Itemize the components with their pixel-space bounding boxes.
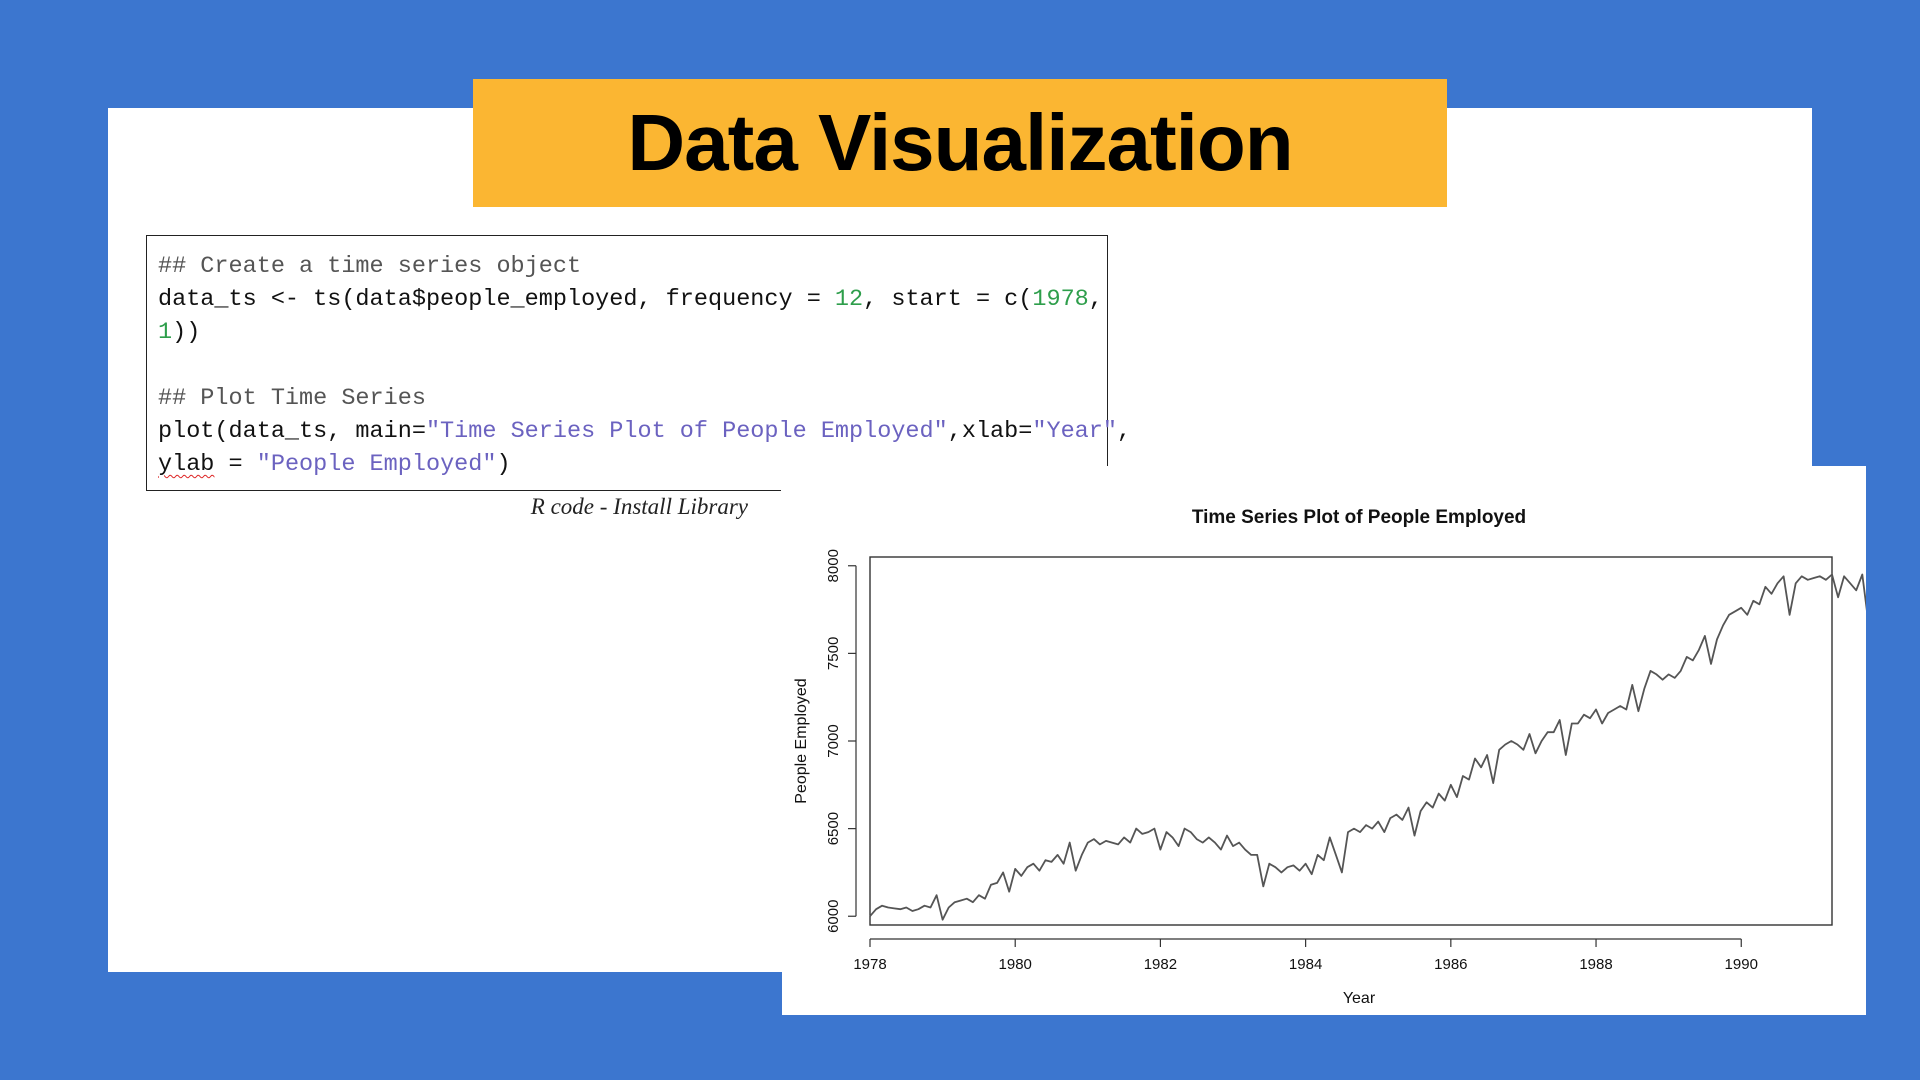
x-tick-label: 1978 (853, 956, 886, 973)
code-text: )) (172, 319, 201, 346)
y-axis: 6000 6500 7000 7500 8000 (825, 549, 857, 933)
code-number: 12 (834, 286, 864, 313)
code-text: ,xlab= (947, 418, 1033, 445)
x-tick-label: 1980 (999, 956, 1032, 973)
slide-title: Data Visualization (627, 98, 1293, 187)
y-tick-label: 6500 (825, 812, 842, 845)
code-text: ) (496, 451, 511, 478)
x-tick-label: 1990 (1725, 956, 1758, 973)
y-tick-label: 7500 (825, 637, 842, 670)
chart-title: Time Series Plot of People Employed (1192, 507, 1526, 528)
code-line-6: plot(data_ts, main="Time Series Plot of … (158, 418, 1131, 445)
code-line-comment-1: ## Create a time series object (158, 253, 582, 280)
time-series-chart: Time Series Plot of People Employed 1978… (793, 507, 1866, 1007)
series-line (869, 573, 1866, 921)
y-tick-label: 6000 (825, 900, 842, 933)
code-text-spellcheck: ylab (158, 451, 215, 478)
code-string: "People Employed" (256, 451, 497, 478)
y-tick-label: 8000 (825, 549, 842, 582)
code-string: "Year" (1032, 418, 1117, 445)
code-line-3: 1)) (158, 319, 200, 346)
plot-frame (869, 556, 1833, 926)
x-tick-label: 1982 (1144, 956, 1177, 973)
x-tick-label: 1986 (1434, 956, 1467, 973)
x-tick-label: 1988 (1579, 956, 1612, 973)
code-line-comment-2: ## Plot Time Series (158, 385, 426, 412)
code-line-7: ylab = "People Employed") (158, 451, 511, 478)
code-text: data_ts <- ts(data$people_employed, freq… (158, 286, 835, 313)
chart-panel: Time Series Plot of People Employed 1978… (782, 466, 1866, 1015)
x-axis: 1978 1980 1982 1984 1986 1988 1990 (853, 938, 1758, 973)
code-number: 1 (158, 319, 173, 346)
code-text: plot(data_ts, main= (158, 418, 426, 445)
code-number: 1978 (1032, 286, 1089, 313)
y-tick-label: 7000 (825, 724, 842, 757)
code-text: , (1088, 286, 1103, 313)
code-text: , (1117, 418, 1132, 445)
code-text: = (214, 451, 257, 478)
code-block: ## Create a time series object data_ts <… (146, 235, 1131, 490)
code-caption: R code - Install Library (530, 494, 748, 519)
code-string: "Time Series Plot of People Employed" (425, 418, 948, 445)
x-tick-label: 1984 (1289, 956, 1322, 973)
x-axis-label: Year (1343, 990, 1376, 1007)
code-text: , start = c( (863, 286, 1033, 313)
code-line-2: data_ts <- ts(data$people_employed, freq… (158, 286, 1103, 313)
title-banner: Data Visualization (473, 79, 1447, 207)
y-axis-label: People Employed (793, 678, 810, 803)
code-block-bottom-border (146, 490, 781, 491)
